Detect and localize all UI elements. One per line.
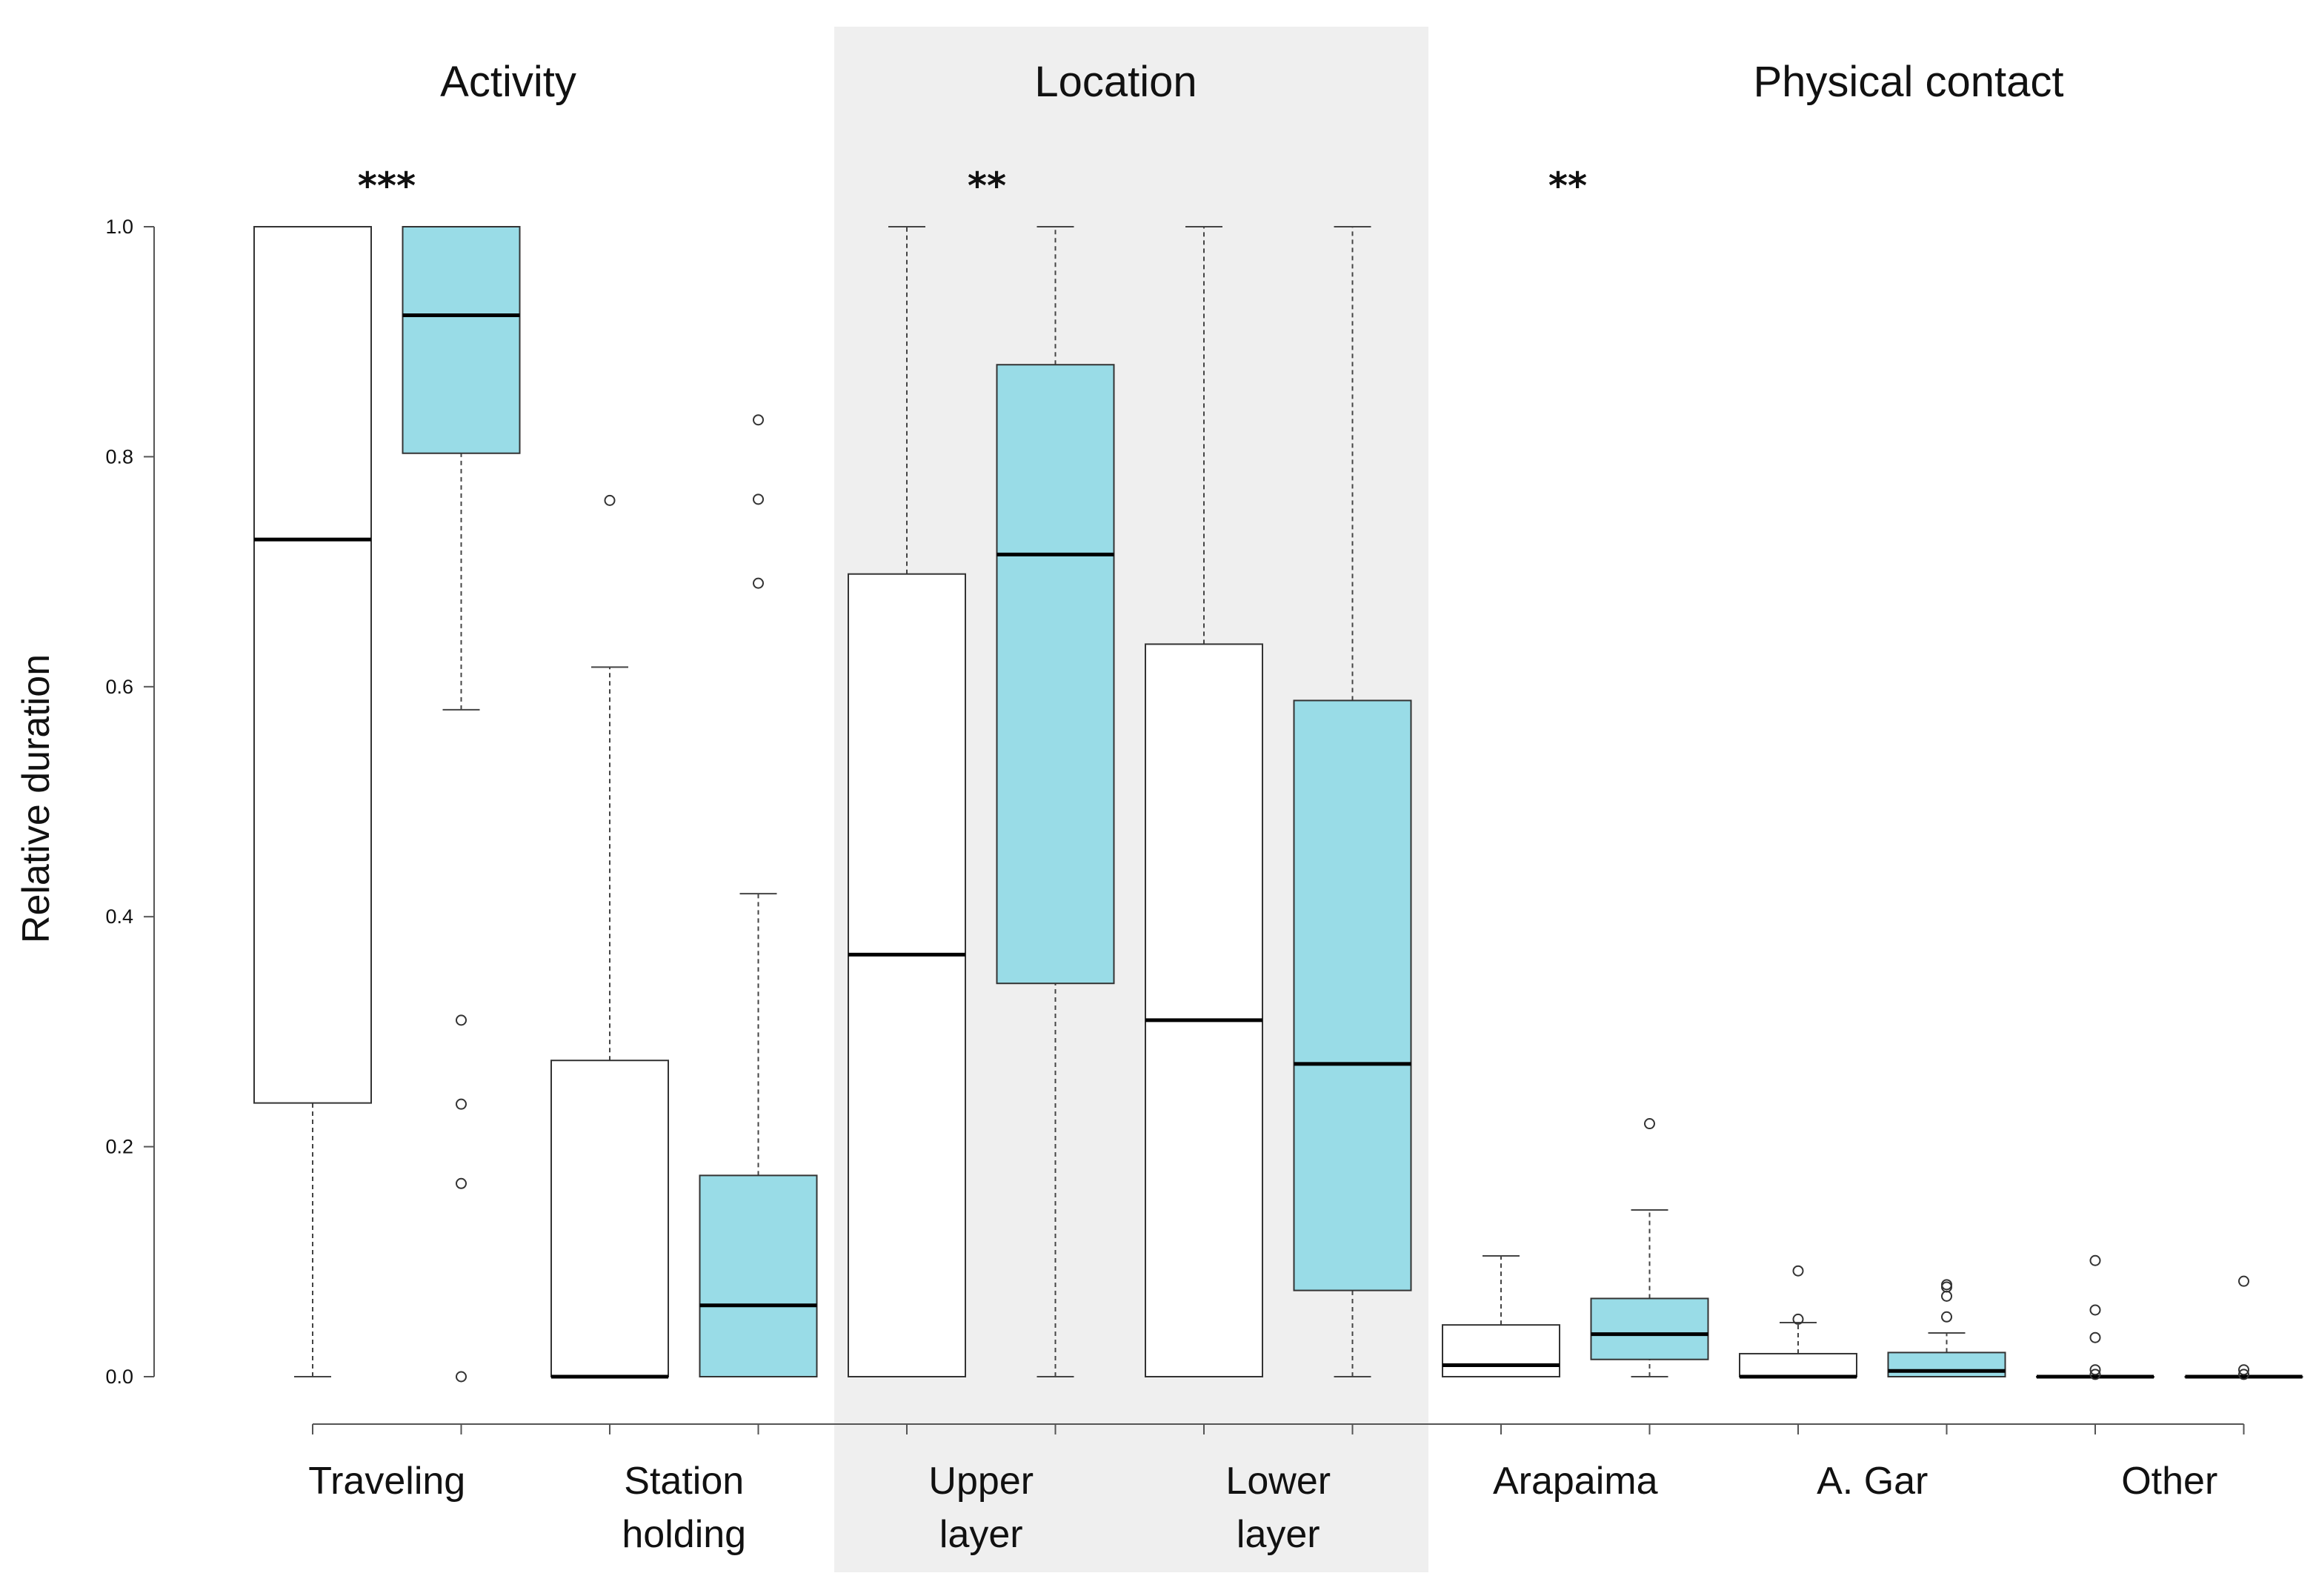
y-axis-label: Relative duration xyxy=(15,654,58,943)
labels: 0.0 0.2 0.4 0.6 0.8 1.0 Traveling Station holdin… xyxy=(105,58,2217,1556)
category-label-line: holding xyxy=(622,1513,746,1556)
category-label-line: Station xyxy=(624,1460,744,1503)
box-0-1 xyxy=(402,226,521,1383)
iqr-box xyxy=(1590,1297,1709,1360)
category-label-line: Traveling xyxy=(308,1460,465,1503)
category-label: Arapaima xyxy=(1493,1460,1658,1503)
box-0-0 xyxy=(253,226,372,1377)
box-1-1 xyxy=(699,414,818,1378)
iqr-box xyxy=(550,1060,669,1377)
outlier-point xyxy=(604,494,616,506)
outlier-point xyxy=(1941,1279,1952,1291)
box-5-0 xyxy=(1739,1265,1857,1379)
box-3-1 xyxy=(1293,226,1412,1377)
box-3-0 xyxy=(1145,226,1263,1377)
iqr-box xyxy=(402,226,521,454)
significance-marker: ** xyxy=(1548,164,1587,207)
outlier-point xyxy=(2238,1364,2249,1376)
outlier-point xyxy=(753,414,764,426)
outlier-point xyxy=(1941,1311,1952,1323)
y-tick-label: 0.4 xyxy=(105,905,133,928)
category-label-line: layer xyxy=(1237,1513,1320,1556)
y-tick-label: 0.0 xyxy=(105,1366,133,1388)
category-label-line: Lower xyxy=(1225,1460,1331,1503)
box-6-1 xyxy=(2184,1275,2303,1380)
outlier-point xyxy=(2238,1369,2249,1380)
iqr-box xyxy=(1887,1351,2006,1377)
outlier-point xyxy=(2089,1254,2101,1266)
outlier-point xyxy=(1792,1313,1804,1325)
significance-marker: ** xyxy=(968,164,1006,207)
iqr-box xyxy=(1442,1324,1560,1378)
box-4-1 xyxy=(1590,1118,1709,1377)
section-title: Physical contact xyxy=(1753,58,2063,106)
section-title: Location xyxy=(1034,58,1197,106)
category-label: Station holding xyxy=(622,1460,746,1556)
iqr-box xyxy=(1145,643,1263,1377)
iqr-box xyxy=(253,226,372,1104)
outlier-point xyxy=(2238,1275,2249,1287)
category-label-line: Arapaima xyxy=(1493,1460,1658,1503)
y-tick-label: 0.8 xyxy=(105,445,133,468)
outlier-point xyxy=(753,493,764,505)
box-6-0 xyxy=(2036,1254,2154,1380)
outlier-point xyxy=(1941,1290,1952,1302)
outlier-point xyxy=(456,1177,467,1189)
axes xyxy=(144,226,2245,1434)
outlier-point xyxy=(2089,1364,2101,1376)
category-label: Lower layer xyxy=(1225,1460,1331,1556)
outlier-point xyxy=(2089,1331,2101,1343)
category-label-line: Upper xyxy=(928,1460,1034,1503)
iqr-box xyxy=(996,364,1115,985)
outlier-point xyxy=(456,1098,467,1110)
section-title: Activity xyxy=(440,58,576,106)
y-tick-label: 0.6 xyxy=(105,676,133,698)
category-label: Upper layer xyxy=(928,1460,1034,1556)
box-1-0 xyxy=(550,494,669,1379)
outlier-point xyxy=(753,577,764,589)
outlier-point xyxy=(456,1371,467,1383)
box-5-1 xyxy=(1887,1279,2006,1377)
category-label-line: layer xyxy=(939,1513,1023,1556)
outlier-point xyxy=(2089,1369,2101,1380)
category-label: Other xyxy=(2121,1460,2217,1503)
category-label: A. Gar xyxy=(1817,1460,1928,1503)
box-2-0 xyxy=(848,226,966,1377)
iqr-box xyxy=(848,573,966,1377)
box-2-1 xyxy=(996,226,1115,1377)
outlier-point xyxy=(1644,1118,1655,1130)
y-tick-label: 1.0 xyxy=(105,216,133,238)
category-label: Traveling xyxy=(308,1460,465,1503)
iqr-box xyxy=(699,1174,818,1378)
outlier-point xyxy=(1792,1265,1804,1277)
y-tick-label: 0.2 xyxy=(105,1136,133,1158)
boxes xyxy=(253,226,2303,1383)
outlier-point xyxy=(456,1014,467,1026)
significance-marker: *** xyxy=(358,164,416,207)
iqr-box xyxy=(1293,699,1412,1291)
outlier-point xyxy=(2089,1304,2101,1316)
box-4-0 xyxy=(1442,1255,1560,1378)
iqr-box xyxy=(1739,1352,1857,1377)
category-label-line: A. Gar xyxy=(1817,1460,1928,1503)
category-label-line: Other xyxy=(2121,1460,2217,1503)
